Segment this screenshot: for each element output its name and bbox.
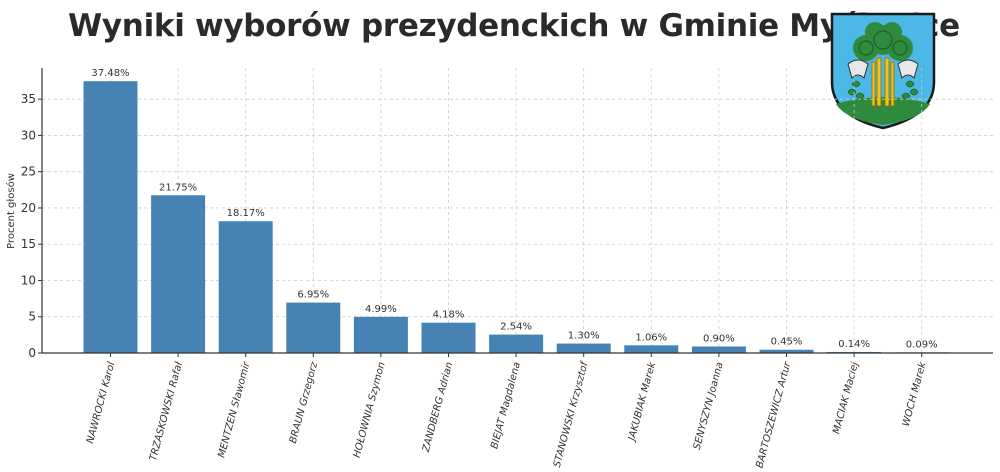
- data-label: 37.48%: [91, 68, 129, 79]
- y-tick-label: 20: [21, 201, 36, 215]
- data-label: 1.06%: [635, 332, 667, 343]
- data-label: 0.45%: [771, 337, 803, 348]
- bar: [624, 345, 679, 353]
- x-tick-label: MACIAK Maciej: [831, 361, 861, 435]
- bar: [691, 346, 746, 353]
- y-axis-label: Procent głosów: [5, 173, 17, 249]
- y-tick-label: 5: [28, 310, 36, 324]
- y-tick-label: 15: [21, 237, 36, 251]
- data-label: 21.75%: [159, 182, 197, 193]
- data-label: 18.17%: [227, 208, 265, 219]
- y-tick-label: 0: [28, 346, 36, 360]
- bar: [151, 195, 206, 353]
- y-tick-label: 25: [21, 165, 36, 179]
- bar: [489, 334, 544, 353]
- bar: [556, 343, 611, 353]
- x-tick-label: WOCH Marek: [901, 360, 929, 428]
- x-tick-label: HOŁOWNIA Szymon: [352, 361, 388, 459]
- data-label: 6.95%: [297, 290, 329, 301]
- page-title: Wyniki wyborów prezydenckich w Gminie My…: [68, 8, 960, 44]
- bar: [421, 322, 476, 353]
- data-label: 0.90%: [703, 333, 735, 344]
- x-tick-label: BIEJAT Magdalena: [489, 361, 523, 450]
- y-tick-label: 10: [21, 273, 36, 287]
- bar: [218, 221, 273, 353]
- x-tick-label: STANOWSKI Krzysztof: [552, 360, 591, 469]
- x-tick-label: TRZASKOWSKI Rafał: [148, 360, 185, 462]
- bar: [759, 349, 814, 353]
- y-tick-label: 35: [21, 92, 36, 106]
- data-label: 2.54%: [500, 322, 532, 333]
- x-tick-label: SENYSZYN Joanna: [692, 361, 726, 451]
- x-tick-label: MENTZEN Sławomir: [216, 360, 252, 459]
- bar: [286, 302, 341, 353]
- data-label: 0.09%: [906, 339, 938, 350]
- data-label: 4.99%: [365, 304, 397, 315]
- x-tick-label: ZANDBERG Adrian: [421, 361, 456, 454]
- y-tick-label: 30: [21, 128, 36, 142]
- data-label: 1.30%: [568, 331, 600, 342]
- bar: [353, 316, 408, 353]
- x-tick-label: BRAUN Grzegorz: [288, 360, 320, 444]
- x-tick-label: JAKUBIAK Marek: [626, 360, 658, 444]
- data-label: 0.14%: [838, 339, 870, 350]
- data-label: 4.18%: [433, 310, 465, 321]
- bar: [83, 81, 138, 353]
- bars: 37.48% 21.75% 18.17% 6.95% 4.99% 4.18% 2.54% 1.…: [83, 68, 949, 353]
- x-tick-label: NAWROCKI Karol: [85, 361, 117, 445]
- x-tick-label: BARTOSZEWICZ Artur: [754, 360, 793, 469]
